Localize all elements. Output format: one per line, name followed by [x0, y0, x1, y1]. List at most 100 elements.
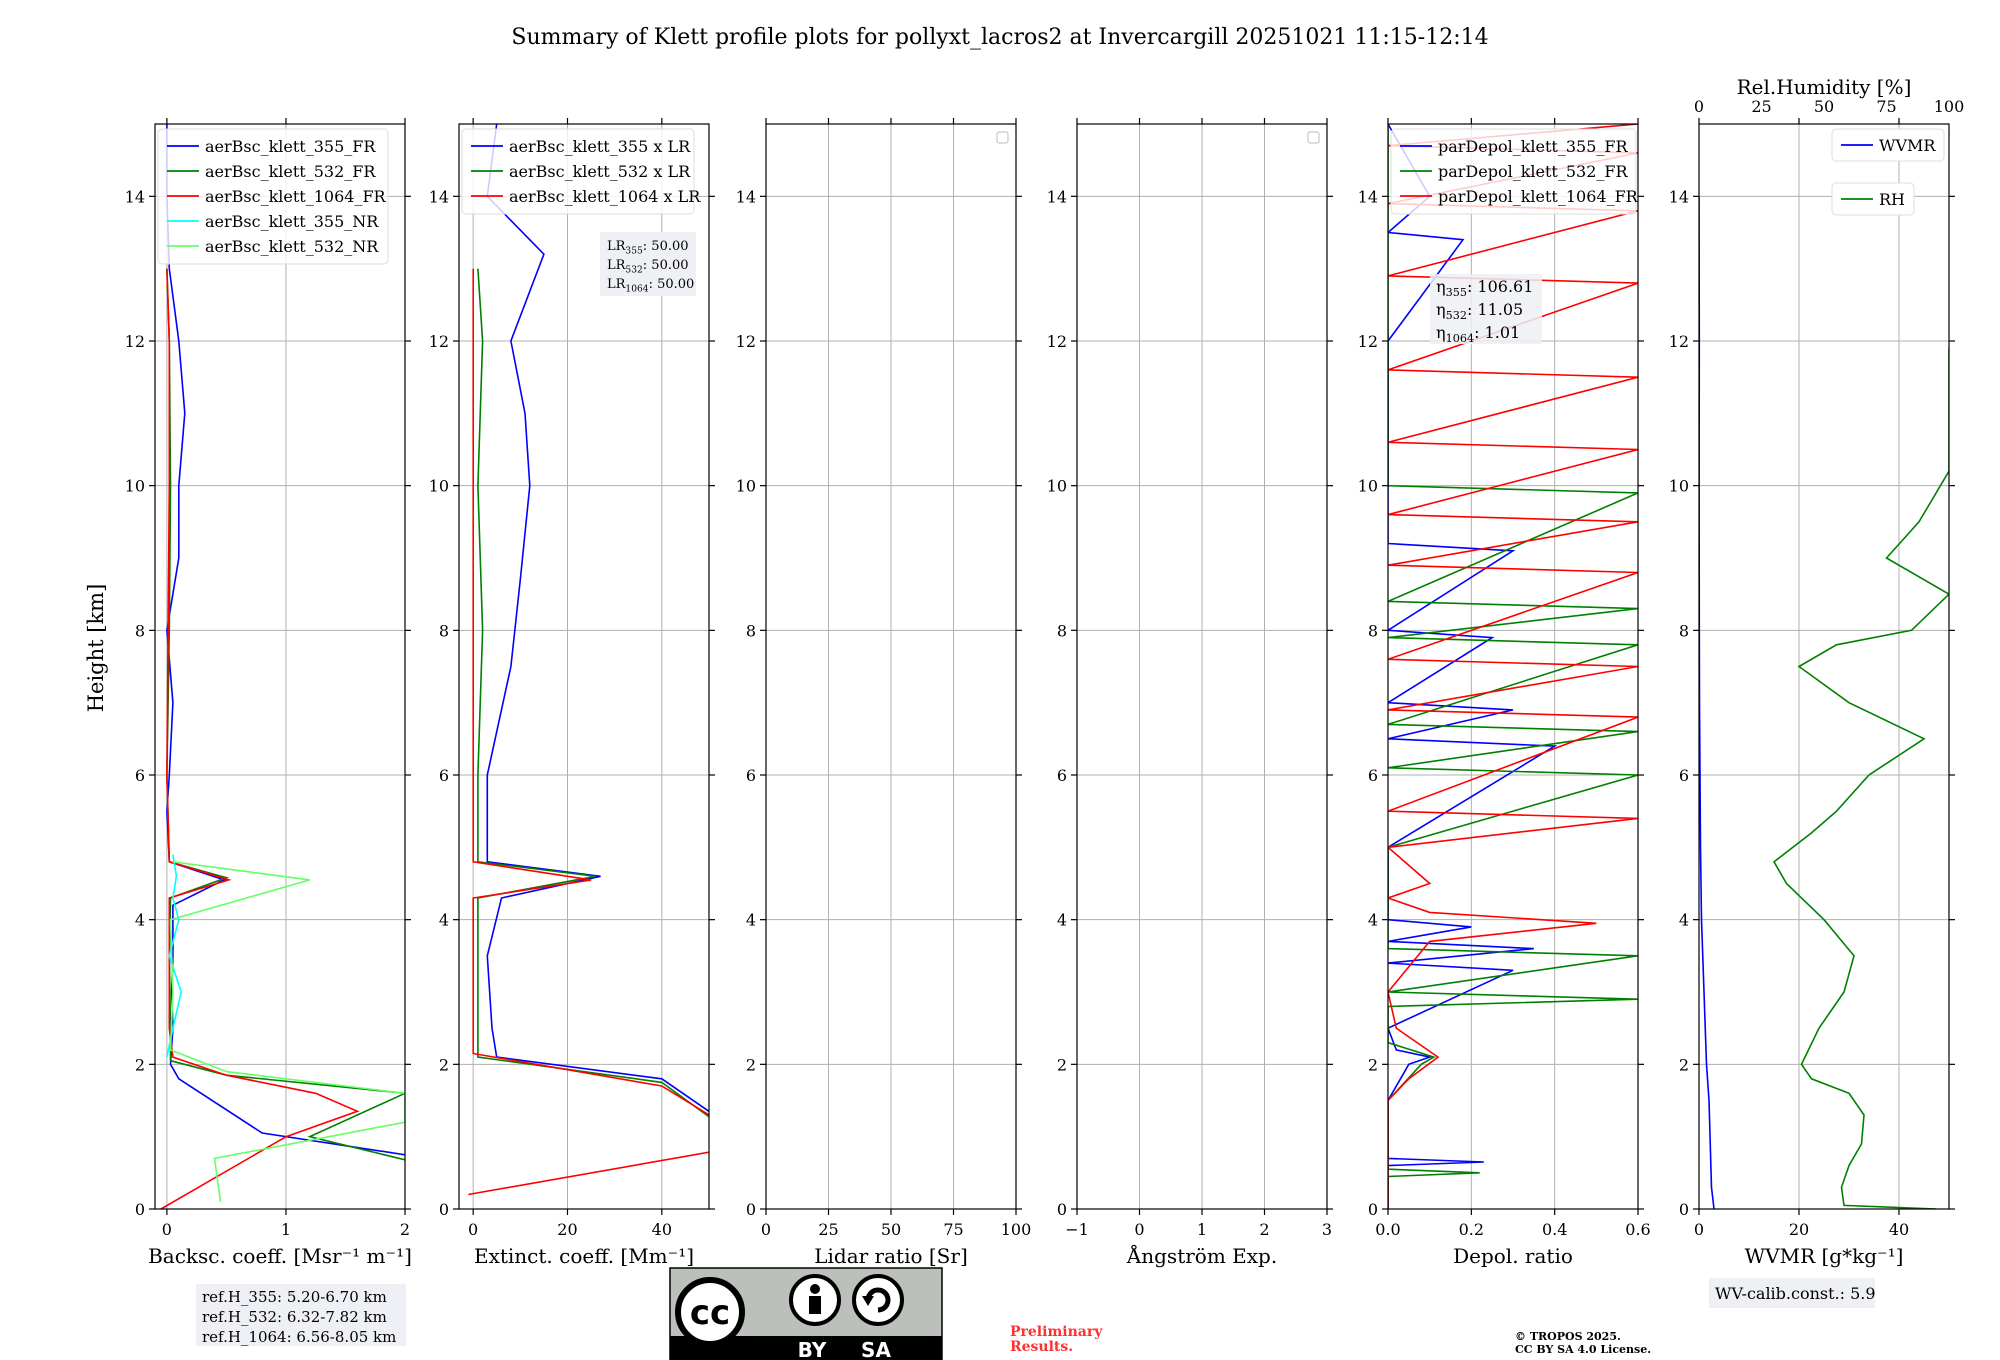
cc-license-badge: cc BY SA	[669, 1267, 943, 1360]
annotation-line: η532: 11.05	[1436, 300, 1523, 322]
x-tick-label: 0.6	[1625, 1220, 1650, 1239]
x-tick-label: 0.2	[1459, 1220, 1484, 1239]
top-x-tick-label: 100	[1934, 97, 1965, 116]
y-tick-label: 2	[439, 1055, 449, 1074]
y-tick-label: 4	[1057, 911, 1067, 930]
y-tick-label: 2	[1679, 1055, 1689, 1074]
refbox-line-1: ref.H_355: 5.20-6.70 km	[202, 1288, 387, 1306]
legend-label: parDepol_klett_1064_FR	[1438, 187, 1639, 206]
x-tick-label: 0.4	[1542, 1220, 1567, 1239]
panel-wv: 0 2 4 6 8 10 12 14 0 20 40 WVMR [g*kg⁻¹] 0 25 50 75 100 R…	[1669, 75, 1965, 1308]
annotation-line: η355: 106.61	[1436, 277, 1533, 299]
y-tick-label: 12	[429, 332, 449, 351]
series-group	[468, 124, 709, 1196]
y-tick-label: 0	[1368, 1200, 1378, 1219]
x-axis-label: WVMR [g*kg⁻¹]	[1745, 1244, 1904, 1268]
y-tick-label: 14	[429, 187, 449, 206]
x-tick-label: 0	[1694, 1220, 1704, 1239]
x-axis-label: Backsc. coeff. [Msr⁻¹ m⁻¹]	[148, 1244, 412, 1268]
legend-label: aerBsc_klett_532_NR	[205, 237, 379, 256]
plot-frame	[458, 123, 710, 1210]
y-tick-label: 10	[1358, 477, 1378, 496]
x-tick-label: 100	[1001, 1220, 1032, 1239]
x-tick-label: 0	[162, 1220, 172, 1239]
legend-label: RH	[1879, 190, 1905, 209]
y-tick-label: 4	[1368, 911, 1378, 930]
y-tick-label: 8	[1057, 621, 1067, 640]
annotation-box	[1430, 274, 1542, 344]
top-x-tick-label: 0	[1694, 97, 1704, 116]
y-tick-label: 14	[1047, 187, 1067, 206]
y-tick-label: 6	[746, 766, 756, 785]
y-tick-label: 8	[1679, 621, 1689, 640]
x-axis-label: Ångström Exp.	[1126, 1243, 1277, 1268]
chart-title: Summary of Klett profile plots for polly…	[511, 25, 1488, 50]
y-tick-label: 2	[1057, 1055, 1067, 1074]
legend-box	[461, 128, 695, 215]
legend: aerBsc_klett_355_FR aerBsc_klett_532_FRae…	[157, 128, 389, 265]
y-tick-label: 10	[429, 477, 449, 496]
y-tick-label: 14	[125, 187, 145, 206]
annotation-line: η1064: 1.01	[1436, 323, 1520, 345]
annotation-line: LR1064: 50.00	[607, 277, 694, 294]
annotation-line: LR532: 50.00	[607, 258, 689, 275]
y-tick-label: 10	[1669, 477, 1689, 496]
y-tick-label: 0	[1679, 1200, 1689, 1219]
x-tick-label: 0	[468, 1220, 478, 1239]
x-tick-label: 3	[1322, 1220, 1332, 1239]
legend-label: aerBsc_klett_355_FR	[205, 137, 376, 156]
legend: parDepol_klett_355_FR parDepol_klett_532_…	[1390, 128, 1639, 215]
legend-box	[157, 128, 389, 265]
wv-calib-annotation: WV-calib.const.: 5.9	[1709, 1278, 1876, 1308]
y-tick-label: 10	[736, 477, 756, 496]
series-aerBsc_klett_355 x LR	[486, 124, 709, 1113]
y-tick-label: 8	[1368, 621, 1378, 640]
lidar-ratio-annotation: LR355: 50.00 LR532: 50.00 LR1064: 50.00	[600, 232, 696, 296]
annotation-box	[600, 232, 696, 296]
x-tick-label: 75	[943, 1220, 963, 1239]
plot-frame	[154, 123, 406, 1210]
x-tick-label: −1	[1065, 1220, 1089, 1239]
series-group	[160, 124, 405, 1209]
x-tick-label: 0	[1134, 1220, 1144, 1239]
x-tick-label: 20	[557, 1220, 577, 1239]
x-axis-label: Depol. ratio	[1453, 1244, 1573, 1268]
series-aerBsc_klett_532_FR	[166, 268, 405, 1161]
y-tick-label: 0	[746, 1200, 756, 1219]
x-tick-label: 1	[281, 1220, 291, 1239]
panel-ext: 0 2 4 6 8 10 12 14 0 20 40 Extinct. coeff. [Mm⁻¹] ae…	[429, 118, 715, 1268]
y-tick-label: 6	[1679, 766, 1689, 785]
plot-frame	[1698, 123, 1950, 1210]
y-tick-label: 4	[1679, 911, 1689, 930]
license-by-label: BY	[798, 1338, 827, 1360]
legend-label: parDepol_klett_355_FR	[1438, 137, 1629, 156]
legend-label: aerBsc_klett_355 x LR	[509, 137, 691, 156]
x-tick-label: 50	[881, 1220, 901, 1239]
plot-frame	[1387, 123, 1639, 1210]
y-tick-label: 12	[1669, 332, 1689, 351]
x-tick-label: 40	[1889, 1220, 1909, 1239]
refbox-line-2: ref.H_532: 6.32-7.82 km	[202, 1308, 387, 1326]
legend-label: parDepol_klett_532_FR	[1438, 162, 1629, 181]
x-tick-label: 2	[400, 1220, 410, 1239]
sa-share-alike-icon	[852, 1274, 904, 1326]
top-x-tick-label: 75	[1876, 97, 1896, 116]
preliminary-note: Preliminary Results.	[1010, 1324, 1103, 1355]
y-tick-label: 14	[736, 187, 756, 206]
x-axis-label: Extinct. coeff. [Mm⁻¹]	[474, 1244, 694, 1268]
y-tick-label: 10	[125, 477, 145, 496]
y-tick-label: 4	[439, 911, 449, 930]
series-aerBsc_klett_355_FR	[166, 124, 405, 1156]
series-parDepol_klett_355_FR	[1388, 124, 1558, 1209]
copyright-line-1: © TROPOS 2025.	[1515, 1330, 1621, 1343]
top-x-tick-label: 25	[1751, 97, 1771, 116]
series-group	[1699, 196, 1949, 1209]
y-tick-label: 6	[135, 766, 145, 785]
legend-label: aerBsc_klett_532 x LR	[509, 162, 691, 181]
y-tick-label: 12	[1358, 332, 1378, 351]
series-WVMR	[1699, 196, 1715, 1209]
empty-legend-box	[1307, 131, 1320, 144]
legend-label: aerBsc_klett_1064 x LR	[509, 187, 701, 206]
cc-logo-text: cc	[690, 1293, 730, 1333]
